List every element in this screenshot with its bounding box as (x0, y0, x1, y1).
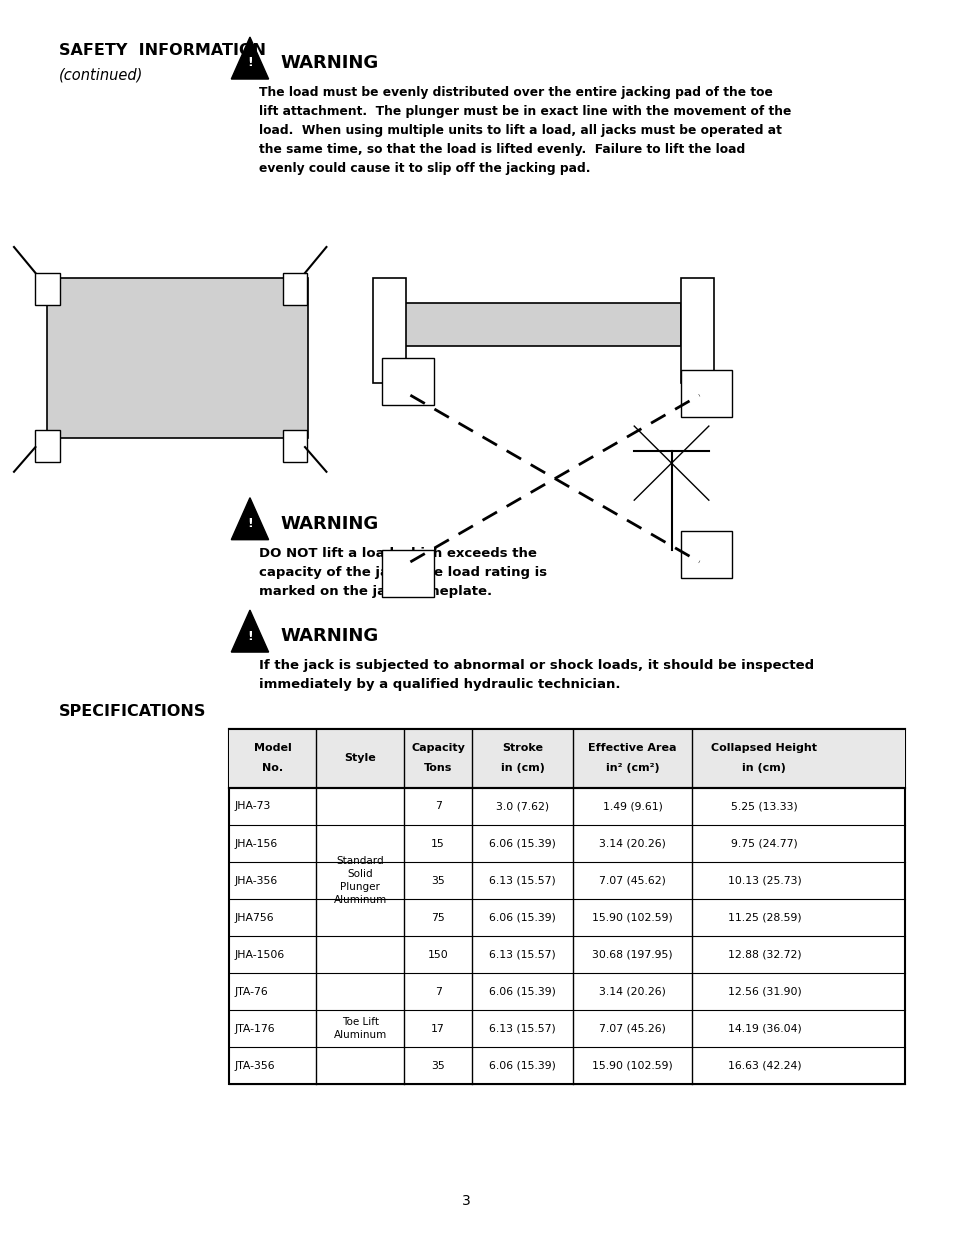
Text: JTA-76: JTA-76 (233, 987, 268, 997)
Text: WARNING: WARNING (280, 627, 378, 646)
Text: JHA-1506: JHA-1506 (233, 950, 284, 960)
Text: Model: Model (253, 743, 291, 753)
Text: 16.63 (42.24): 16.63 (42.24) (727, 1061, 801, 1071)
Text: 9.75 (24.77): 9.75 (24.77) (730, 839, 797, 848)
Text: 12.88 (32.72): 12.88 (32.72) (727, 950, 801, 960)
Text: 3.14 (20.26): 3.14 (20.26) (598, 839, 665, 848)
Text: 5.25 (13.33): 5.25 (13.33) (730, 802, 797, 811)
Text: SAFETY  INFORMATION: SAFETY INFORMATION (59, 43, 266, 58)
Text: JHA-156: JHA-156 (233, 839, 277, 848)
Text: 7: 7 (435, 987, 441, 997)
FancyBboxPatch shape (229, 729, 903, 788)
Text: JHA-73: JHA-73 (233, 802, 271, 811)
Text: 75: 75 (431, 913, 444, 923)
Text: If the jack is subjected to abnormal or shock loads, it should be inspected
imme: If the jack is subjected to abnormal or … (259, 659, 814, 692)
Text: 6.06 (15.39): 6.06 (15.39) (489, 987, 556, 997)
FancyBboxPatch shape (373, 278, 405, 383)
Text: JHA-356: JHA-356 (233, 876, 277, 885)
Text: in² (cm²): in² (cm²) (605, 763, 659, 773)
Text: 7: 7 (435, 802, 441, 811)
Text: JTA-176: JTA-176 (233, 1024, 274, 1034)
Text: 17: 17 (431, 1024, 444, 1034)
FancyBboxPatch shape (282, 430, 307, 462)
Text: 3: 3 (461, 1194, 470, 1208)
Text: 150: 150 (427, 950, 448, 960)
Text: 3.0 (7.62): 3.0 (7.62) (496, 802, 549, 811)
Text: 15: 15 (431, 839, 444, 848)
Polygon shape (231, 37, 269, 79)
Text: !: ! (247, 57, 253, 69)
Text: 7.07 (45.26): 7.07 (45.26) (598, 1024, 665, 1034)
Text: Tons: Tons (423, 763, 452, 773)
FancyBboxPatch shape (400, 303, 680, 346)
Polygon shape (231, 610, 269, 652)
Text: Stroke: Stroke (501, 743, 542, 753)
FancyBboxPatch shape (680, 278, 713, 383)
FancyBboxPatch shape (680, 370, 731, 417)
Text: 6.06 (15.39): 6.06 (15.39) (489, 1061, 556, 1071)
Text: Effective Area: Effective Area (588, 743, 676, 753)
FancyBboxPatch shape (680, 531, 731, 578)
Text: JTA-356: JTA-356 (233, 1061, 274, 1071)
Polygon shape (231, 498, 269, 540)
Text: 6.06 (15.39): 6.06 (15.39) (489, 839, 556, 848)
Text: JHA756: JHA756 (233, 913, 274, 923)
Text: Style: Style (344, 753, 375, 763)
Text: in (cm): in (cm) (741, 763, 785, 773)
Text: 6.13 (15.57): 6.13 (15.57) (489, 950, 556, 960)
Text: 30.68 (197.95): 30.68 (197.95) (592, 950, 672, 960)
Text: DO NOT lift a load which exceeds the
capacity of the jack. The load rating is
ma: DO NOT lift a load which exceeds the cap… (259, 547, 547, 598)
Text: The load must be evenly distributed over the entire jacking pad of the toe
lift : The load must be evenly distributed over… (259, 86, 791, 175)
FancyBboxPatch shape (382, 550, 434, 597)
Text: !: ! (247, 517, 253, 530)
FancyBboxPatch shape (282, 273, 307, 305)
Text: SPECIFICATIONS: SPECIFICATIONS (59, 704, 206, 719)
Text: 6.13 (15.57): 6.13 (15.57) (489, 1024, 556, 1034)
Text: 3.14 (20.26): 3.14 (20.26) (598, 987, 665, 997)
Text: !: ! (247, 630, 253, 642)
Text: (continued): (continued) (59, 68, 143, 83)
Text: Capacity: Capacity (411, 743, 464, 753)
Text: 6.13 (15.57): 6.13 (15.57) (489, 876, 556, 885)
Text: WARNING: WARNING (280, 515, 378, 534)
Text: 6.06 (15.39): 6.06 (15.39) (489, 913, 556, 923)
Text: Collapsed Height: Collapsed Height (711, 743, 817, 753)
FancyBboxPatch shape (35, 273, 60, 305)
Text: WARNING: WARNING (280, 54, 378, 73)
Text: Standard
Solid
Plunger
Aluminum: Standard Solid Plunger Aluminum (334, 856, 387, 905)
FancyBboxPatch shape (35, 430, 60, 462)
Text: Toe Lift
Aluminum: Toe Lift Aluminum (334, 1018, 387, 1040)
FancyBboxPatch shape (382, 358, 434, 405)
Text: 11.25 (28.59): 11.25 (28.59) (727, 913, 801, 923)
Text: 7.07 (45.62): 7.07 (45.62) (598, 876, 665, 885)
Text: 15.90 (102.59): 15.90 (102.59) (592, 1061, 672, 1071)
Text: 1.49 (9.61): 1.49 (9.61) (602, 802, 661, 811)
Text: 35: 35 (431, 876, 444, 885)
Text: 15.90 (102.59): 15.90 (102.59) (592, 913, 672, 923)
Text: 14.19 (36.04): 14.19 (36.04) (727, 1024, 801, 1034)
Text: 35: 35 (431, 1061, 444, 1071)
FancyBboxPatch shape (47, 278, 308, 438)
Text: 10.13 (25.73): 10.13 (25.73) (727, 876, 801, 885)
Text: No.: No. (262, 763, 283, 773)
FancyBboxPatch shape (229, 729, 903, 1084)
Text: 12.56 (31.90): 12.56 (31.90) (727, 987, 801, 997)
Text: in (cm): in (cm) (500, 763, 544, 773)
